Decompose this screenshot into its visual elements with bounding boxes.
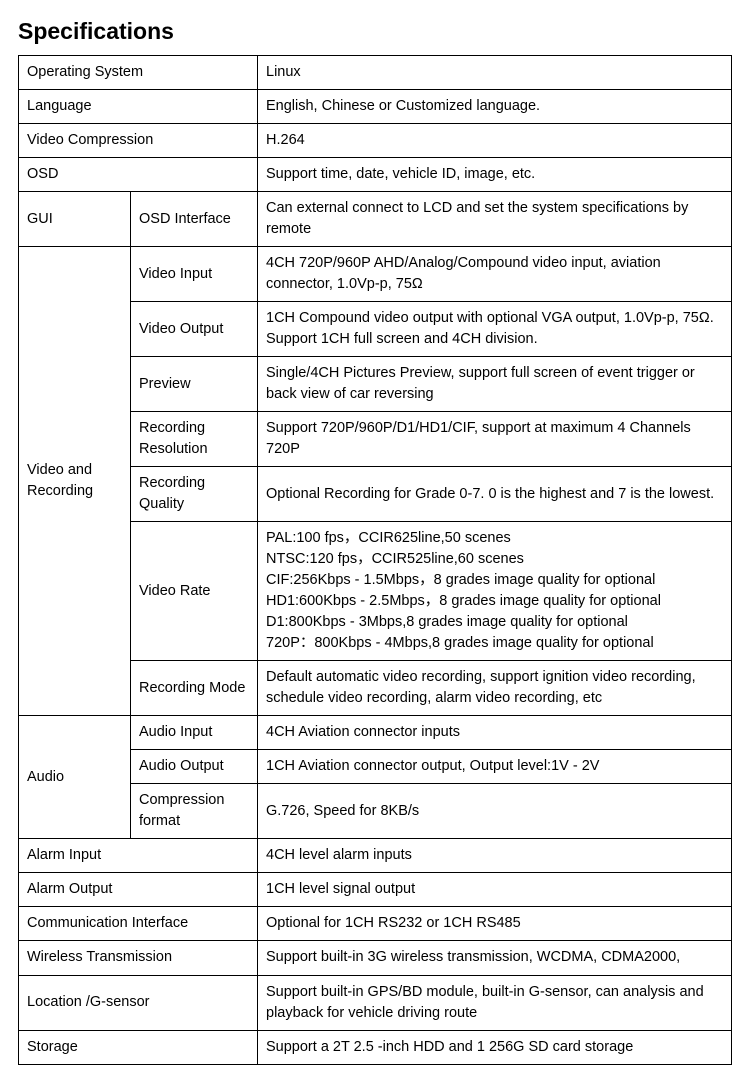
osd-value: Support time, date, vehicle ID, image, e… xyxy=(258,158,732,192)
language-value: English, Chinese or Customized language. xyxy=(258,90,732,124)
video-compression-value: H.264 xyxy=(258,124,732,158)
storage-value: Support a 2T 2.5 -inch HDD and 1 256G SD… xyxy=(258,1030,732,1064)
comm-interface-value: Optional for 1CH RS232 or 1CH RS485 xyxy=(258,907,732,941)
recording-resolution-value: Support 720P/960P/D1/HD1/CIF, support at… xyxy=(258,412,732,467)
table-row: Audio Audio Input 4CH Aviation connector… xyxy=(19,716,732,750)
table-row: GUI OSD Interface Can external connect t… xyxy=(19,192,732,247)
audio-input-value: 4CH Aviation connector inputs xyxy=(258,716,732,750)
table-row: Alarm Output 1CH level signal output xyxy=(19,873,732,907)
osd-label: OSD xyxy=(19,158,258,192)
gui-osd-interface-label: OSD Interface xyxy=(131,192,258,247)
os-value: Linux xyxy=(258,56,732,90)
gui-label: GUI xyxy=(19,192,131,247)
video-rate-line: CIF:256Kbps - 1.5Mbps，8 grades image qua… xyxy=(266,570,723,591)
table-row: Location /G-sensor Support built-in GPS/… xyxy=(19,975,732,1030)
comm-interface-label: Communication Interface xyxy=(19,907,258,941)
preview-label: Preview xyxy=(131,357,258,412)
table-row: Video Compression H.264 xyxy=(19,124,732,158)
audio-compression-label: Compression format xyxy=(131,784,258,839)
recording-quality-value: Optional Recording for Grade 0-7. 0 is t… xyxy=(258,467,732,522)
recording-quality-label: Recording Quality xyxy=(131,467,258,522)
wireless-label: Wireless Transmission xyxy=(19,941,258,975)
preview-value: Single/4CH Pictures Preview, support ful… xyxy=(258,357,732,412)
audio-input-label: Audio Input xyxy=(131,716,258,750)
video-compression-label: Video Compression xyxy=(19,124,258,158)
video-rate-line: NTSC:120 fps，CCIR525line,60 scenes xyxy=(266,549,723,570)
video-output-value: 1CH Compound video output with optional … xyxy=(258,302,732,357)
alarm-input-value: 4CH level alarm inputs xyxy=(258,839,732,873)
table-row: Operating System Linux xyxy=(19,56,732,90)
video-rate-line: 720P：800Kbps - 4Mbps,8 grades image qual… xyxy=(266,633,723,654)
alarm-output-label: Alarm Output xyxy=(19,873,258,907)
audio-output-label: Audio Output xyxy=(131,750,258,784)
table-row: OSD Support time, date, vehicle ID, imag… xyxy=(19,158,732,192)
wireless-value: Support built-in 3G wireless transmissio… xyxy=(258,941,732,975)
audio-compression-value: G.726, Speed for 8KB/s xyxy=(258,784,732,839)
recording-mode-value: Default automatic video recording, suppo… xyxy=(258,661,732,716)
video-input-label: Video Input xyxy=(131,247,258,302)
language-label: Language xyxy=(19,90,258,124)
gui-value: Can external connect to LCD and set the … xyxy=(258,192,732,247)
audio-label: Audio xyxy=(19,716,131,839)
video-rate-line: D1:800Kbps - 3Mbps,8 grades image qualit… xyxy=(266,612,723,633)
page-title: Specifications xyxy=(18,18,732,45)
video-recording-label: Video and Recording xyxy=(19,247,131,716)
os-label: Operating System xyxy=(19,56,258,90)
audio-output-value: 1CH Aviation connector output, Output le… xyxy=(258,750,732,784)
table-row: Wireless Transmission Support built-in 3… xyxy=(19,941,732,975)
table-row: Language English, Chinese or Customized … xyxy=(19,90,732,124)
video-input-value: 4CH 720P/960P AHD/Analog/Compound video … xyxy=(258,247,732,302)
video-rate-line: PAL:100 fps，CCIR625line,50 scenes xyxy=(266,528,723,549)
alarm-output-value: 1CH level signal output xyxy=(258,873,732,907)
table-row: Communication Interface Optional for 1CH… xyxy=(19,907,732,941)
specifications-table: Operating System Linux Language English,… xyxy=(18,55,732,1065)
alarm-input-label: Alarm Input xyxy=(19,839,258,873)
video-rate-value: PAL:100 fps，CCIR625line,50 scenes NTSC:1… xyxy=(258,522,732,661)
recording-mode-label: Recording Mode xyxy=(131,661,258,716)
table-row: Alarm Input 4CH level alarm inputs xyxy=(19,839,732,873)
location-gsensor-value: Support built-in GPS/BD module, built-in… xyxy=(258,975,732,1030)
table-row: Video and Recording Video Input 4CH 720P… xyxy=(19,247,732,302)
storage-label: Storage xyxy=(19,1030,258,1064)
recording-resolution-label: Recording Resolution xyxy=(131,412,258,467)
video-output-label: Video Output xyxy=(131,302,258,357)
video-rate-line: HD1:600Kbps - 2.5Mbps，8 grades image qua… xyxy=(266,591,723,612)
table-row: Storage Support a 2T 2.5 -inch HDD and 1… xyxy=(19,1030,732,1064)
video-rate-label: Video Rate xyxy=(131,522,258,661)
location-gsensor-label: Location /G-sensor xyxy=(19,975,258,1030)
